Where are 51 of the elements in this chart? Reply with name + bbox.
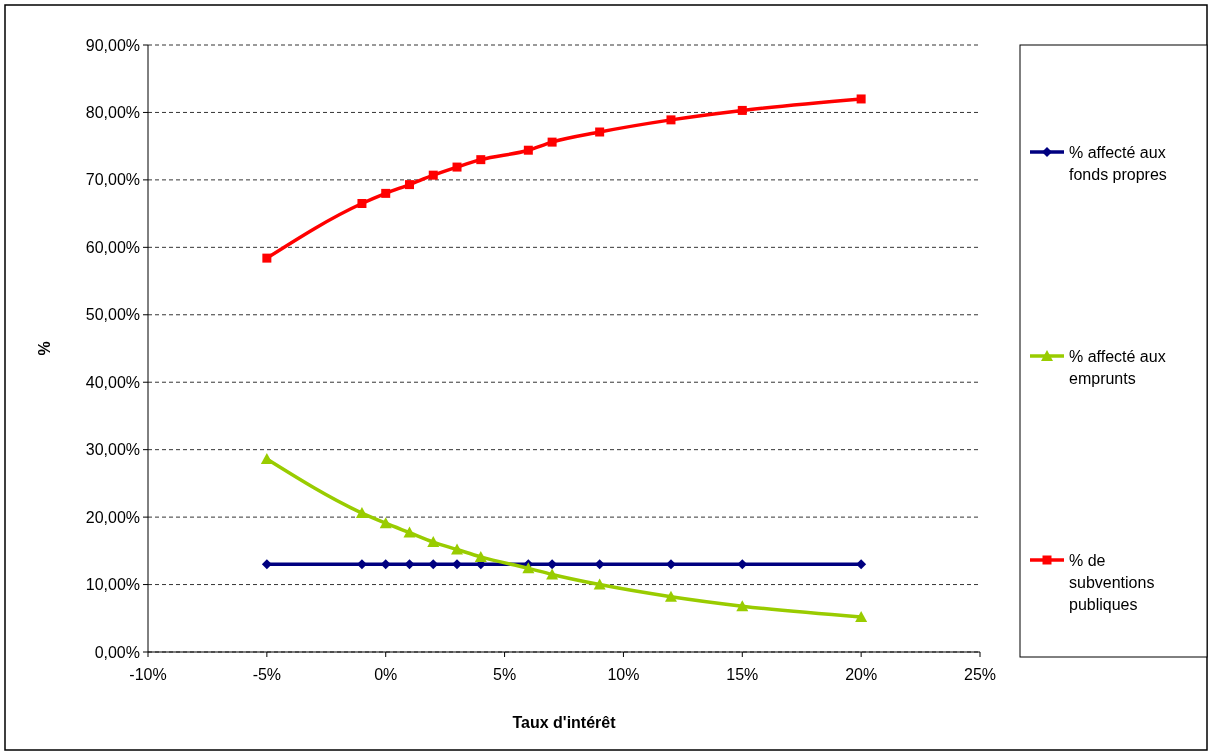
point <box>546 568 559 580</box>
point <box>428 170 438 180</box>
x-tick-label: 10% <box>607 666 640 683</box>
point <box>381 188 391 198</box>
y-tick-label: 20,00% <box>85 508 140 526</box>
x-tick-label: 0% <box>374 666 398 683</box>
point <box>595 127 605 137</box>
point <box>593 578 606 590</box>
point <box>262 253 272 263</box>
y-tick-label: 0,00% <box>94 643 140 661</box>
point <box>522 562 535 574</box>
y-axis-title: % <box>36 341 53 356</box>
x-tick-label: -10% <box>129 666 167 683</box>
point <box>856 94 866 104</box>
point <box>379 517 392 529</box>
point <box>664 590 677 602</box>
y-tick-label: 70,00% <box>85 171 140 189</box>
x-tick-label: -5% <box>252 666 282 683</box>
point <box>476 155 486 165</box>
point <box>260 453 273 465</box>
point <box>403 526 416 538</box>
point <box>737 105 747 115</box>
y-tick-label: 10,00% <box>85 576 140 594</box>
point <box>451 543 464 555</box>
x-tick-label: 20% <box>845 666 878 683</box>
y-tick-label: 50,00% <box>85 306 140 324</box>
point <box>736 600 749 612</box>
point <box>452 162 462 172</box>
point <box>404 180 414 190</box>
x-tick-label: 5% <box>493 666 517 683</box>
point <box>666 115 676 125</box>
y-tick-label: 60,00% <box>85 238 140 256</box>
legend-label: % de subventions publiques <box>1069 552 1155 613</box>
y-tick-label: 90,00% <box>85 36 140 54</box>
y-tick-label: 30,00% <box>85 441 140 459</box>
legend-label: % affecté aux fonds propres <box>1069 144 1167 183</box>
y-tick-label: 80,00% <box>85 104 140 122</box>
point <box>261 559 272 570</box>
x-tick-label: 15% <box>726 666 759 683</box>
point <box>357 198 367 208</box>
point <box>355 507 368 519</box>
y-tick-label: 40,00% <box>85 373 140 391</box>
point <box>523 145 533 155</box>
point <box>856 559 867 570</box>
legend-label: % affecté aux emprunts <box>1069 348 1166 387</box>
x-axis-title: Taux d'intérêt <box>512 714 617 731</box>
point <box>855 610 868 622</box>
point <box>474 550 487 562</box>
point <box>547 137 557 147</box>
x-tick-label: 25% <box>963 666 997 683</box>
point <box>427 536 440 548</box>
